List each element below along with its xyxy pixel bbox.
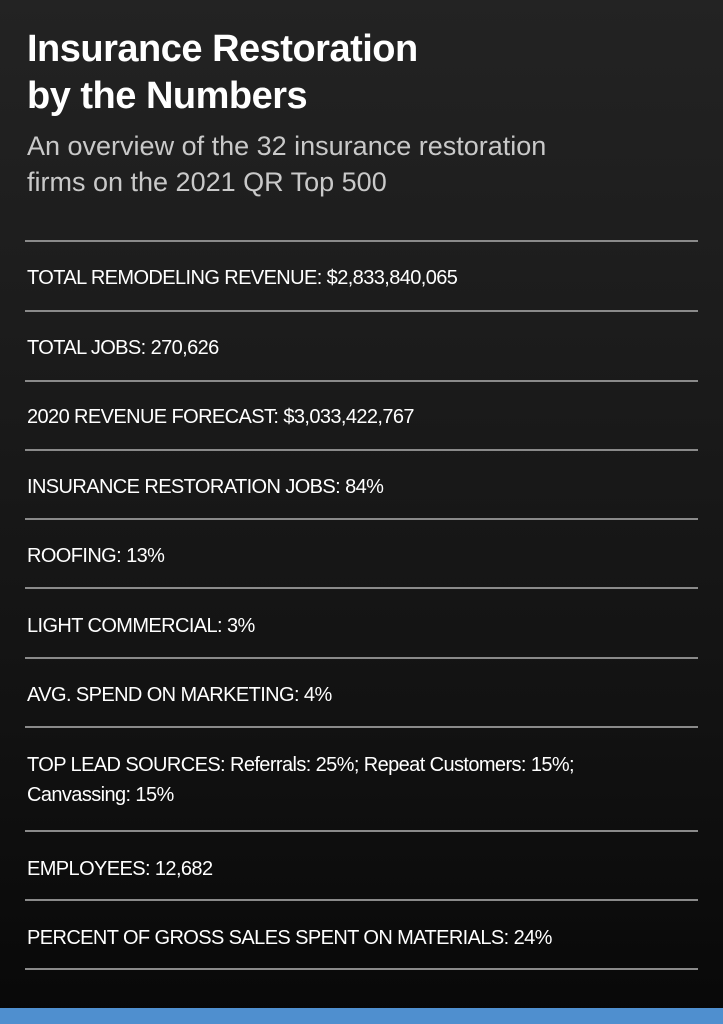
divider — [25, 449, 698, 451]
stat-value: $2,833,840,065 — [326, 267, 458, 289]
stat-label: TOTAL JOBS: — [27, 337, 146, 359]
stat-label: AVG. SPEND ON MARKETING: — [27, 684, 300, 706]
stat-revenue-forecast: 2020 REVENUE FORECAST: $3,033,422,767 — [27, 402, 697, 432]
stat-materials-spend: PERCENT OF GROSS SALES SPENT ON MATERIAL… — [27, 923, 697, 953]
stat-total-jobs: TOTAL JOBS: 270,626 — [27, 333, 697, 363]
stat-employees: EMPLOYEES: 12,682 — [27, 854, 697, 884]
stat-value: 84% — [345, 476, 384, 498]
divider — [25, 380, 698, 382]
stat-label: PERCENT OF GROSS SALES SPENT ON MATERIAL… — [27, 927, 509, 949]
stat-label: INSURANCE RESTORATION JOBS: — [27, 476, 341, 498]
divider — [25, 518, 698, 520]
stat-value-continued: Canvassing: 15% — [27, 784, 174, 806]
stat-label: TOP LEAD SOURCES: — [27, 754, 226, 776]
stat-total-remodeling-revenue: TOTAL REMODELING REVENUE: $2,833,840,065 — [27, 263, 697, 293]
divider — [25, 310, 698, 312]
divider — [25, 726, 698, 728]
stat-value: Referrals: 25%; Repeat Customers: 15%; — [229, 754, 575, 776]
stat-roofing: ROOFING: 13% — [27, 541, 697, 571]
divider — [25, 830, 698, 832]
stat-avg-spend-marketing: AVG. SPEND ON MARKETING: 4% — [27, 680, 697, 710]
divider — [25, 899, 698, 901]
subtitle: An overview of the 32 insurance restorat… — [27, 128, 687, 200]
accent-bar — [0, 1008, 723, 1024]
stat-value: 270,626 — [150, 337, 220, 359]
stat-value: 13% — [126, 545, 165, 567]
stat-label: 2020 REVENUE FORECAST: — [27, 406, 279, 428]
stat-value: 3% — [226, 615, 255, 637]
stat-value: 24% — [513, 927, 553, 949]
divider — [25, 240, 698, 242]
page-title: Insurance Restoration by the Numbers — [27, 26, 687, 120]
stat-value: 12,682 — [154, 858, 213, 880]
divider — [25, 587, 698, 589]
stat-label: EMPLOYEES: — [27, 858, 151, 880]
subtitle-line: firms on the 2021 QR Top 500 — [27, 167, 387, 197]
divider — [25, 968, 698, 970]
stat-label: TOTAL REMODELING REVENUE: — [27, 267, 322, 289]
stat-top-lead-sources: TOP LEAD SOURCES: Referrals: 25%; Repeat… — [27, 750, 697, 810]
title-line: by the Numbers — [27, 75, 308, 117]
stat-label: LIGHT COMMERCIAL: — [27, 615, 223, 637]
stat-light-commercial: LIGHT COMMERCIAL: 3% — [27, 611, 697, 641]
stat-value: 4% — [303, 684, 332, 706]
stat-label: ROOFING: — [27, 545, 122, 567]
title-line: Insurance Restoration — [27, 28, 418, 70]
subtitle-line: An overview of the 32 insurance restorat… — [27, 131, 547, 161]
divider — [25, 657, 698, 659]
stat-insurance-restoration-jobs: INSURANCE RESTORATION JOBS: 84% — [27, 472, 697, 502]
stat-value: $3,033,422,767 — [283, 406, 414, 428]
